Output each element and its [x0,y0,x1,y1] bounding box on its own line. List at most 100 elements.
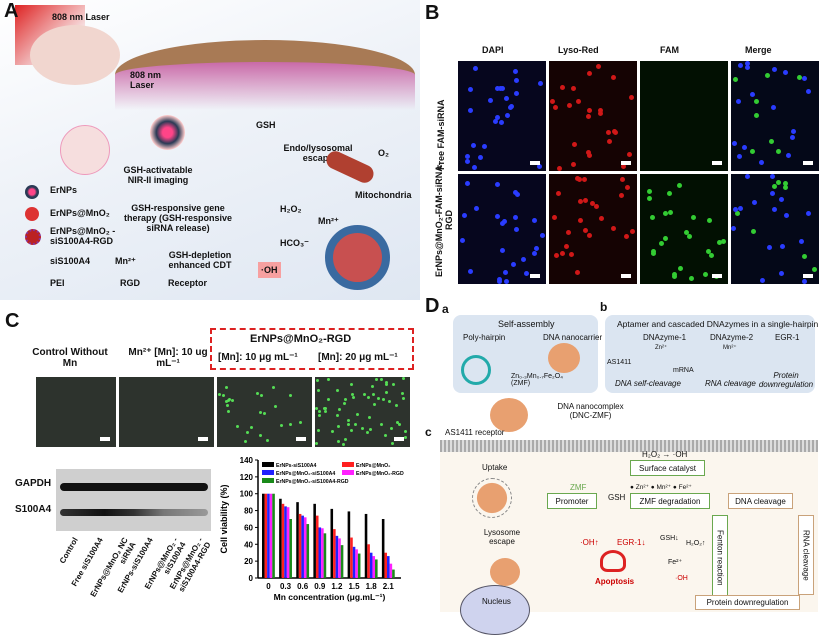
mrna-label: mRNA [673,367,694,374]
legend-pei: PEI [50,278,65,288]
group-10ug: [Mn]: 10 μg mL⁻¹ [218,352,298,363]
legend-entry: ErNPs@MnO₂-siS100A4-RGD [276,479,349,485]
column-fam: FAM [660,45,679,55]
bar [272,493,275,578]
gapdh-band [60,483,208,491]
cdt-label: GSH-depletion enhanced CDT [168,250,232,270]
self-assembly-title: Self-assembly [498,319,555,329]
ernps-mno2-icon [25,207,39,221]
rna-cleavage-box: RNA cleavage [798,515,814,595]
scale-bar [621,161,631,165]
micrograph-dapi-row1 [457,60,547,172]
legend-swatch [262,470,274,475]
blot-lane-label: Control [57,536,80,566]
bar [279,498,282,578]
legend-ernps-mno2: ErNPs@MnO₂ [50,208,110,218]
hairpin-circle [461,355,491,385]
image-mn2 [118,376,215,448]
legend-swatch [342,462,354,467]
bar [350,537,353,578]
receptor-label: AS1411 receptor [445,428,505,437]
x-tick-label: 0 [266,582,271,591]
bar [267,493,270,578]
bar [269,493,273,578]
panel-label-a: A [4,0,19,22]
ernps-imaging-icon [150,115,185,150]
nanocomplex-icon [490,398,528,432]
image-control [35,376,117,448]
promoter-box: Promoter [547,493,597,509]
x-tick-label: 0.9 [314,582,326,591]
micrograph-lyso-red-row1 [548,60,638,172]
ernps-full-icon [25,229,41,245]
bar [262,493,265,578]
bar [303,517,307,578]
x-axis-label: Mn concentration (μg.mL⁻¹) [274,592,386,602]
bar [315,515,319,578]
panel-label-c: C [5,310,20,332]
bar [375,559,378,578]
bar [281,503,285,578]
bar [372,556,376,578]
y-tick-label: 100 [240,490,254,499]
nucleus-label: Nucleus [482,597,511,606]
escaped-particle [490,558,520,586]
bar [301,515,304,578]
zmf-degradation-box: ZMF degradation [630,493,710,509]
micrograph-merge-row2 [730,173,820,285]
dnazyme1-label: DNAzyme-1 [643,333,687,342]
rna-cleave-label: RNA cleavage [705,379,756,388]
legend-entry: ErNPs@MnO₂-siS100A4 [276,471,335,477]
column-lyso-red: Lyso-Red [558,45,599,55]
bar [364,513,368,578]
legend-sis100a4: siS100A4 [50,256,91,266]
oh-label: ·OH [675,575,688,582]
column-dapi: DAPI [482,45,504,55]
x-tick-label: 2.1 [383,582,395,591]
fenton-reaction-box: Fenton reaction [712,515,728,600]
mn-label: Mn²⁺ [723,345,737,351]
bar [333,529,336,578]
membrane [440,440,818,452]
cell-viability-chart: 0 20 40 60 80 100 120 140 0 0.3 0.6 0.9 1.2 1.5 1.8 2.1… [219,456,404,602]
nanocarrier-icon [548,343,580,373]
bar [264,493,268,578]
h2o2-oh-label: H₂O₂ → ·OH [642,450,688,459]
dna-cleavage-box: DNA cleavage [728,493,793,509]
y-tick-label: 20 [244,557,253,566]
bar [384,552,388,578]
surface-catalyst-box: Surface catalyst [630,460,705,476]
group-20ug: [Mn]: 20 μg mL⁻¹ [318,352,398,363]
self-assembly-box: Self-assembly Poly-hairpin DNA nanocarri… [453,315,602,393]
image-10ug [216,376,313,448]
bar [347,511,351,578]
cell-nucleus-illustration [325,225,390,290]
y-tick-label: 40 [244,540,253,549]
bar [392,569,395,578]
h2o2-up-label: H₂O₂↑ [686,540,706,547]
hydroxyl-radical: ·OH [258,262,281,278]
bar [381,519,385,578]
group-mn2: Mn²⁺ [Mn]: 10 ug mL⁻¹ [128,347,208,369]
zmf-short-label: ZMF [570,483,587,492]
bar [357,553,361,578]
bar [313,503,316,578]
as1411-label: AS1411 [607,359,632,366]
aptamer-box: Aptamer and cascaded DNAzymes in a singl… [605,315,818,393]
blot-label-s100a4: S100A4 [15,504,52,515]
x-tick-label: 1.2 [331,582,343,591]
egr-down-label: EGR-1↓ [617,538,646,547]
cell-membrane [115,40,415,110]
bar [296,502,299,578]
legend-entry: ErNPs@MnO₂ [356,463,391,469]
laser-label: 808 nm Laser [52,12,110,22]
x-tick-label: 1.5 [348,582,360,591]
nanoparticle-bubble [60,125,110,175]
ernps-icon [25,185,39,199]
gene-therapy-label: GSH-responsive gene therapy (GSH-respons… [123,203,233,233]
micrograph-merge-row1 [730,60,820,172]
zn-label: Zn²⁺ [655,345,668,351]
gsh-down-label: GSH↓ [660,535,679,542]
nucleus-icon [460,585,530,635]
bar [338,538,341,578]
